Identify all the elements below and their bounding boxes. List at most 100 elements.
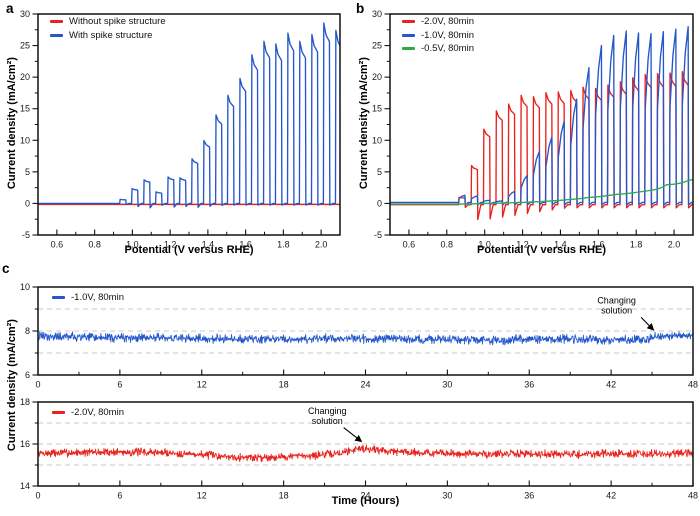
legend-label: -1.0V, 80min <box>71 292 124 304</box>
legend-item: -1.0V, 80min <box>52 291 124 305</box>
panel-b-x-axis-title: Potential (V versus RHE) <box>477 244 606 256</box>
y-tick-label: 15 <box>372 104 382 114</box>
y-tick-label: 6 <box>25 370 30 380</box>
y-tick-label: 0 <box>25 198 30 208</box>
x-tick-label: 1.6 <box>592 240 605 250</box>
y-tick-label: 25 <box>372 41 382 51</box>
x-tick-label: 24 <box>360 380 370 390</box>
legend-label: -2.0V, 80min <box>71 407 124 419</box>
annotation-text: Changing solution <box>597 296 636 316</box>
legend-label: -0.5V, 80min <box>421 43 474 55</box>
panel-b-label: b <box>356 1 365 16</box>
series--1.0v-80min <box>390 25 693 206</box>
legend-panel-c-top: -1.0V, 80min <box>52 291 124 305</box>
y-tick-label: 10 <box>20 282 30 292</box>
annotation-text: Changing solution <box>308 406 347 426</box>
x-tick-label: 0.6 <box>51 240 64 250</box>
y-tick-label: 15 <box>20 104 30 114</box>
legend-item: -2.0V, 80min <box>52 406 124 420</box>
x-tick-label: 6 <box>117 491 122 501</box>
series--1.0v-80min <box>38 331 693 346</box>
x-tick-label: 1.4 <box>202 240 215 250</box>
y-tick-label: 14 <box>20 481 30 491</box>
legend-item: -0.5V, 80min <box>402 42 474 56</box>
plot-frame <box>37 286 694 376</box>
series--0.5v-80min <box>390 178 693 205</box>
x-tick-label: 48 <box>688 380 698 390</box>
x-tick-label: 0 <box>35 380 40 390</box>
legend-item: Without spike structure <box>50 15 166 29</box>
x-tick-label: 30 <box>442 380 452 390</box>
x-tick-label: 36 <box>524 491 534 501</box>
x-tick-label: 42 <box>606 380 616 390</box>
legend-swatch-red <box>52 411 65 415</box>
y-tick-label: 16 <box>20 439 30 449</box>
legend-panel-a: Without spike structure With spike struc… <box>50 15 166 42</box>
panel-a-x-axis-title: Potential (V versus RHE) <box>124 244 254 256</box>
y-tick-label: 25 <box>20 41 30 51</box>
panel-b-y-axis-title: Current density (mA/cm²) <box>357 57 370 190</box>
panel-c-y-axis-title: Current density (mA/cm²) <box>5 319 18 452</box>
plot-frame <box>389 13 694 236</box>
annotation-arrow <box>640 316 655 331</box>
x-tick-label: 1.8 <box>277 240 290 250</box>
x-tick-label: 42 <box>606 491 616 501</box>
legend-swatch-red <box>50 20 63 24</box>
legend-swatch-blue <box>402 33 415 37</box>
y-tick-label: -5 <box>22 230 30 240</box>
x-tick-label: 18 <box>279 380 289 390</box>
x-tick-label: 1.0 <box>126 240 139 250</box>
x-tick-label: 36 <box>524 380 534 390</box>
legend-swatch-blue <box>52 296 65 300</box>
x-tick-label: 1.2 <box>164 240 177 250</box>
x-tick-label: 1.2 <box>516 240 529 250</box>
panel-c-label: c <box>2 261 10 276</box>
x-tick-label: 24 <box>360 491 370 501</box>
x-tick-label: 2.0 <box>315 240 328 250</box>
series--2.0v-80min <box>390 71 693 221</box>
legend-label: With spike structure <box>69 29 153 41</box>
legend-label: -2.0V, 80min <box>421 16 474 28</box>
x-tick-label: 30 <box>442 491 452 501</box>
panel-a-y-axis-title: Current density (mA/cm²) <box>5 57 18 190</box>
panel-c-bottom-plot: 0 6 12 18 24 30 36 42 48 14 16 18 Changing solution <box>20 397 698 501</box>
panel-a-plot: 0.6 0.8 1.0 1.2 1.4 1.6 1.8 2.0 -5 0 5 10 15 20 25 30 <box>20 9 341 250</box>
panel-c-x-axis-title: Time (Hours) <box>331 495 400 507</box>
x-tick-label: 18 <box>279 491 289 501</box>
y-tick-label: -5 <box>374 230 382 240</box>
x-tick-label: 12 <box>197 380 207 390</box>
x-tick-label: 0.6 <box>403 240 416 250</box>
y-tick-label: 20 <box>20 72 30 82</box>
y-tick-label: 0 <box>377 198 382 208</box>
x-tick-label: 1.8 <box>630 240 643 250</box>
legend-swatch-blue <box>50 33 63 37</box>
plot-frame <box>37 401 694 487</box>
y-tick-label: 30 <box>20 9 30 19</box>
x-tick-label: 48 <box>688 491 698 501</box>
y-tick-label: 5 <box>377 167 382 177</box>
series-with-spike-structure <box>38 22 340 209</box>
y-tick-label: 10 <box>372 135 382 145</box>
y-tick-label: 18 <box>20 397 30 407</box>
plot-frame <box>37 13 341 236</box>
y-tick-label: 5 <box>25 167 30 177</box>
legend-label: -1.0V, 80min <box>421 29 474 41</box>
legend-label: Without spike structure <box>69 16 166 28</box>
x-tick-label: 1.4 <box>554 240 567 250</box>
x-tick-label: 6 <box>117 380 122 390</box>
panel-a-label: a <box>6 1 14 16</box>
legend-item: -2.0V, 80min <box>402 15 474 29</box>
legend-item: -1.0V, 80min <box>402 29 474 43</box>
x-tick-label: 12 <box>197 491 207 501</box>
x-tick-label: 2.0 <box>668 240 681 250</box>
legend-swatch-green <box>402 47 415 51</box>
x-tick-label: 1.6 <box>239 240 252 250</box>
y-tick-label: 30 <box>372 9 382 19</box>
panel-b-plot: 0.6 0.8 1.0 1.2 1.4 1.6 1.8 2.0 -5 0 5 10 15 20 25 30 <box>372 9 694 250</box>
series--2.0v-80min <box>38 444 693 463</box>
legend-item: With spike structure <box>50 29 166 43</box>
legend-panel-c-bottom: -2.0V, 80min <box>52 406 124 420</box>
